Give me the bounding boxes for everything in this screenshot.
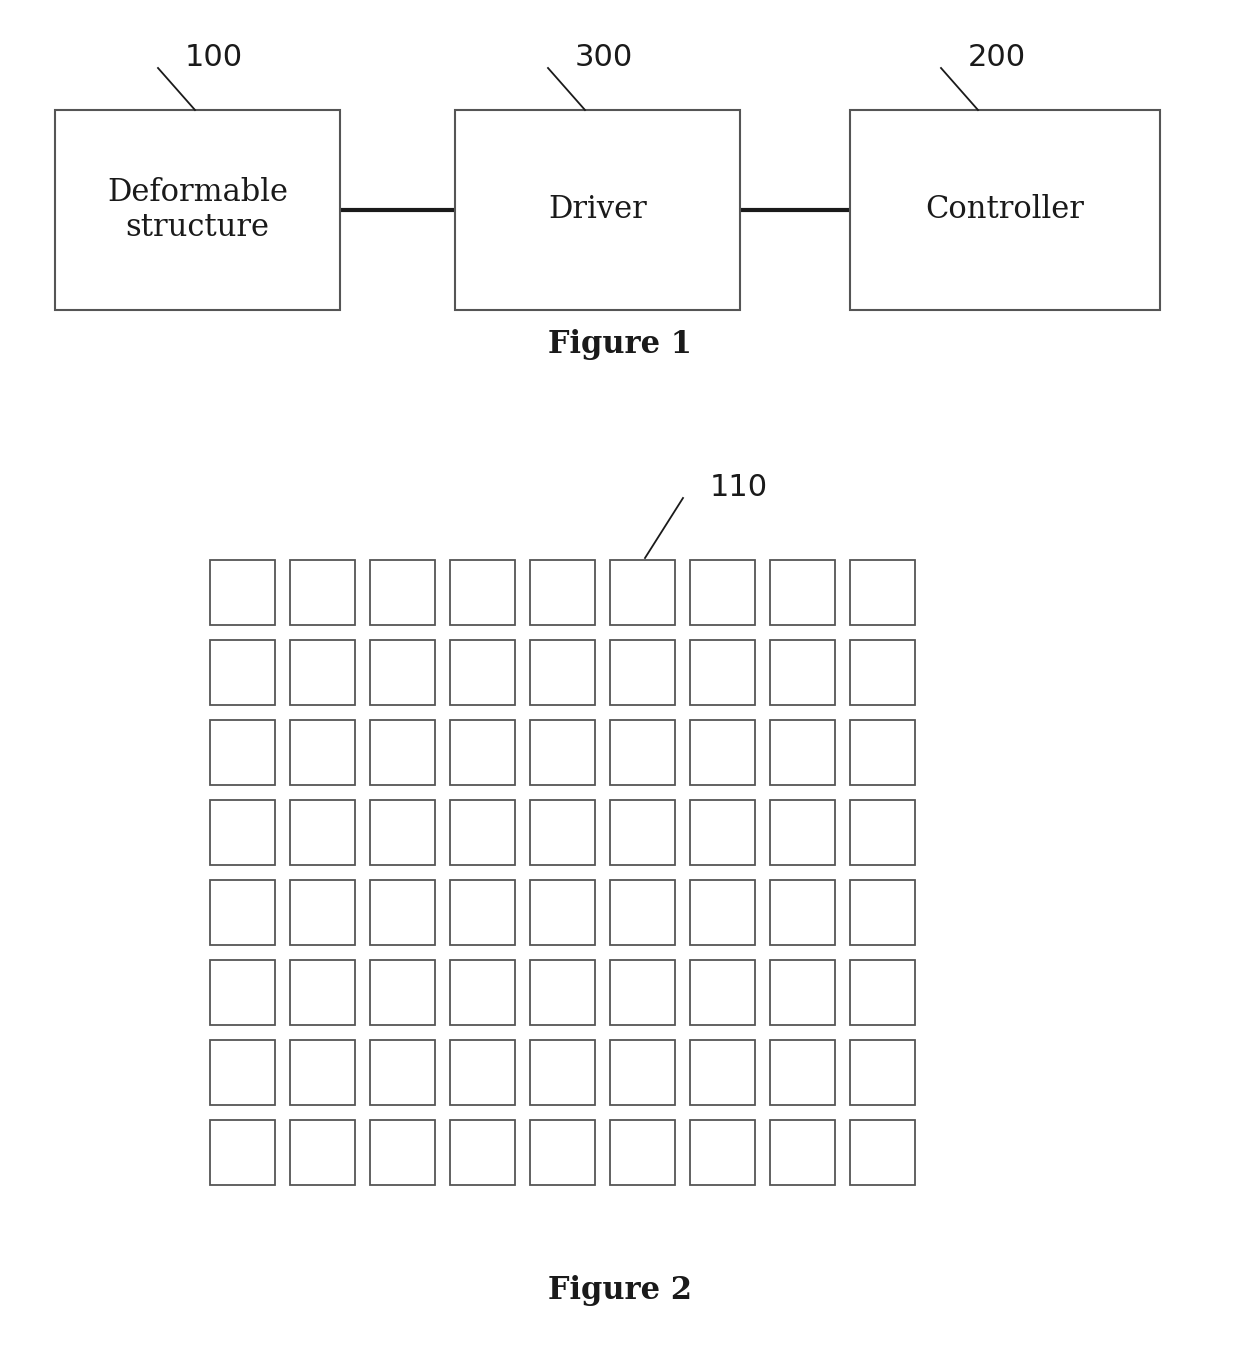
Text: Figure 1: Figure 1	[548, 329, 692, 360]
Bar	[849, 560, 915, 625]
Bar	[450, 560, 515, 625]
Bar	[450, 720, 515, 785]
Bar	[770, 879, 835, 944]
Text: 200: 200	[968, 43, 1027, 73]
Bar	[610, 640, 675, 705]
Bar	[689, 720, 755, 785]
Bar	[370, 560, 435, 625]
Bar	[770, 1041, 835, 1104]
Bar	[610, 720, 675, 785]
Bar	[770, 799, 835, 864]
Bar	[849, 110, 1159, 310]
Bar	[770, 959, 835, 1024]
Bar	[689, 1041, 755, 1104]
Bar	[210, 959, 275, 1024]
Bar	[210, 879, 275, 944]
Bar	[290, 799, 355, 864]
Bar	[450, 640, 515, 705]
Bar	[689, 799, 755, 864]
Bar	[210, 1041, 275, 1104]
Bar	[450, 879, 515, 944]
Text: 110: 110	[711, 473, 768, 503]
Bar	[849, 799, 915, 864]
Bar	[849, 720, 915, 785]
Bar	[290, 1121, 355, 1186]
Bar	[210, 560, 275, 625]
Bar	[529, 720, 595, 785]
Bar	[290, 720, 355, 785]
Bar	[290, 1041, 355, 1104]
Bar	[210, 720, 275, 785]
Bar	[370, 879, 435, 944]
Bar	[849, 640, 915, 705]
Bar	[770, 560, 835, 625]
Bar	[210, 799, 275, 864]
Text: 300: 300	[575, 43, 634, 73]
Bar	[455, 110, 740, 310]
Bar	[529, 959, 595, 1024]
Bar	[450, 1041, 515, 1104]
Bar	[770, 720, 835, 785]
Bar	[210, 640, 275, 705]
Bar	[450, 959, 515, 1024]
Bar	[210, 1121, 275, 1186]
Bar	[529, 1041, 595, 1104]
Bar	[849, 879, 915, 944]
Bar	[529, 640, 595, 705]
Bar	[689, 640, 755, 705]
Bar	[610, 959, 675, 1024]
Bar	[610, 879, 675, 944]
Bar	[770, 1121, 835, 1186]
Bar	[689, 879, 755, 944]
Bar	[849, 1121, 915, 1186]
Bar	[290, 640, 355, 705]
Bar	[370, 720, 435, 785]
Bar	[370, 640, 435, 705]
Text: Driver: Driver	[548, 195, 647, 225]
Bar	[849, 1041, 915, 1104]
Bar	[610, 799, 675, 864]
Bar	[689, 1121, 755, 1186]
Text: Deformable
structure: Deformable structure	[107, 176, 288, 244]
Bar	[610, 1121, 675, 1186]
Bar	[290, 879, 355, 944]
Bar	[529, 560, 595, 625]
Bar	[529, 1121, 595, 1186]
Bar	[770, 640, 835, 705]
Bar	[689, 959, 755, 1024]
Bar	[450, 799, 515, 864]
Bar	[610, 1041, 675, 1104]
Bar	[290, 560, 355, 625]
Bar	[529, 799, 595, 864]
Bar	[370, 959, 435, 1024]
Bar	[290, 959, 355, 1024]
Text: Figure 2: Figure 2	[548, 1275, 692, 1305]
Bar	[610, 560, 675, 625]
Bar	[450, 1121, 515, 1186]
Bar	[370, 1041, 435, 1104]
Bar	[370, 1121, 435, 1186]
Text: Controller: Controller	[925, 195, 1085, 225]
Bar	[55, 110, 340, 310]
Bar	[689, 560, 755, 625]
Bar	[370, 799, 435, 864]
Bar	[849, 959, 915, 1024]
Text: 100: 100	[185, 43, 243, 73]
Bar	[529, 879, 595, 944]
